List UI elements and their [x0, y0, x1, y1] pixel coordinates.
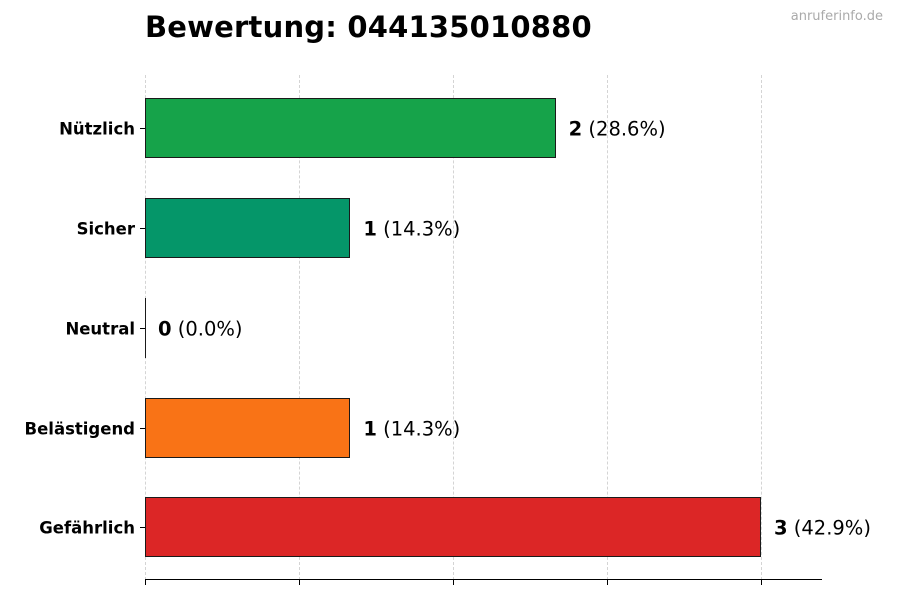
- x-axis: [145, 579, 822, 580]
- percent-value: (14.3%): [376, 217, 461, 241]
- y-tick: [140, 128, 145, 129]
- percent-value: (14.3%): [376, 417, 461, 441]
- gridline: [299, 75, 300, 580]
- gridline: [761, 75, 762, 580]
- x-tick: [607, 580, 608, 585]
- bar-nützlich[interactable]: [145, 98, 556, 158]
- y-tick: [140, 527, 145, 528]
- category-label: Neutral: [65, 319, 135, 339]
- value-label: 3 (42.9%): [774, 517, 871, 540]
- percent-value: (42.9%): [787, 516, 871, 540]
- x-tick: [453, 580, 454, 585]
- category-label: Belästigend: [24, 419, 135, 439]
- y-tick: [140, 428, 145, 429]
- category-label: Nützlich: [59, 119, 135, 139]
- percent-value: (0.0%): [171, 317, 243, 341]
- value-label: 1 (14.3%): [363, 218, 460, 241]
- count-value: 1: [363, 217, 377, 241]
- chart-title: Bewertung: 044135010880: [145, 10, 592, 44]
- count-value: 3: [774, 516, 788, 540]
- value-label: 1 (14.3%): [363, 418, 460, 441]
- count-value: 1: [363, 417, 377, 441]
- percent-value: (28.6%): [582, 117, 666, 141]
- bar-neutral[interactable]: [145, 298, 147, 358]
- value-label: 0 (0.0%): [158, 318, 243, 341]
- y-tick: [140, 228, 145, 229]
- count-value: 2: [568, 117, 583, 141]
- x-tick: [145, 580, 146, 585]
- category-label: Gefährlich: [39, 518, 135, 538]
- gridline: [607, 75, 608, 580]
- x-tick: [761, 580, 762, 585]
- watermark: anruferinfo.de: [790, 9, 883, 24]
- gridline: [453, 75, 454, 580]
- bar-belästigend[interactable]: [145, 398, 351, 458]
- count-value: 0: [158, 317, 172, 341]
- bar-sicher[interactable]: [145, 198, 351, 258]
- x-tick: [299, 580, 300, 585]
- value-label: 2 (28.6%): [569, 118, 666, 141]
- bar-gefährlich[interactable]: [145, 497, 761, 557]
- y-tick: [140, 328, 145, 329]
- category-label: Sicher: [76, 219, 135, 239]
